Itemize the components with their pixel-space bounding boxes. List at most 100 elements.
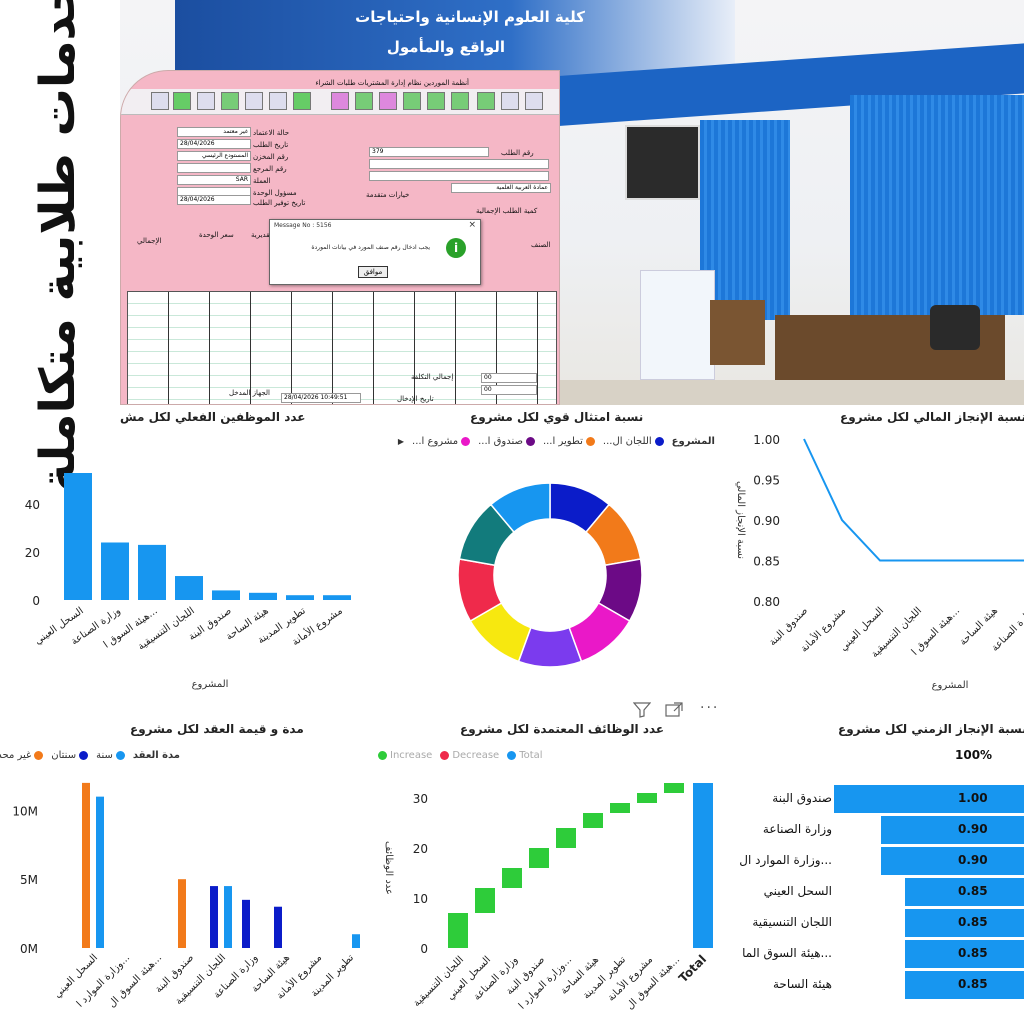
employees-y-tick: 0 — [32, 594, 40, 608]
grid-header-total: الإجمالي — [137, 237, 162, 245]
legend-item-1[interactable]: اللجان ال... — [603, 436, 664, 447]
status-label: حالة الاعتماد — [253, 129, 290, 137]
wall-screen — [625, 125, 700, 200]
app-menu[interactable]: أنظمة الموردين نظام إدارة المشتريات طلبا… — [315, 79, 469, 87]
contract-y-tick: 5M — [20, 873, 38, 887]
purchase-request-window: أنظمة الموردين نظام إدارة المشتريات طلبا… — [120, 70, 560, 405]
wall-banner: كلية العلوم الإنسانية واحتياجات الواقع و… — [175, 0, 735, 78]
legend-item-unspecified[interactable]: سنة — [96, 750, 125, 761]
currency-label: العملة — [253, 177, 271, 185]
mail-icon[interactable] — [221, 92, 239, 110]
contract-bar — [242, 899, 250, 948]
ref-field[interactable] — [177, 163, 251, 173]
columns-icon[interactable] — [269, 92, 287, 110]
employees-y-tick: 40 — [25, 498, 40, 512]
compliance-legend-title: المشروع — [671, 436, 715, 447]
search-icon[interactable] — [451, 92, 469, 110]
headline: خدمات طلابية متكاملة — [30, 0, 86, 492]
employees-bar — [138, 544, 166, 600]
legend-item-one-year[interactable]: غير محدد — [0, 750, 44, 761]
filter-icon[interactable] — [632, 702, 652, 722]
ok-button[interactable]: موافق — [358, 266, 388, 278]
more-options-icon[interactable]: ··· — [700, 700, 720, 716]
supply-date-field[interactable]: 28/04/2026 — [177, 195, 251, 205]
previous-icon[interactable] — [501, 92, 519, 110]
notes-field[interactable] — [369, 171, 549, 181]
value-a-field[interactable]: 00 — [481, 373, 537, 383]
store-field[interactable]: المستودع الرئيسي — [177, 151, 251, 161]
legend-item-two-years[interactable]: سنتان — [51, 750, 89, 761]
contract-bar — [274, 906, 282, 948]
save-icon[interactable] — [477, 92, 495, 110]
jobs-increase-bar — [475, 888, 495, 913]
request-date-field[interactable]: 28/04/2026 — [177, 139, 251, 149]
schedule-bar: 1.00 — [834, 785, 1024, 813]
schedule-category-label: ...هيئة السوق الما — [742, 946, 832, 960]
new-icon[interactable] — [427, 92, 445, 110]
office-chair — [930, 305, 980, 350]
status-field[interactable]: غير معتمد — [177, 127, 251, 137]
employees-y-tick: 20 — [25, 546, 40, 560]
stop-icon[interactable] — [173, 92, 191, 110]
refresh-icon[interactable] — [355, 92, 373, 110]
entry-date-label: تاريخ الإدخال — [397, 395, 434, 403]
focus-mode-icon[interactable] — [665, 702, 683, 722]
financial-y-tick: 0.80 — [753, 595, 780, 609]
employees-bar — [175, 576, 203, 600]
ref-label: رقم المرجع — [253, 165, 287, 173]
edit-icon[interactable] — [403, 92, 421, 110]
footer-total-label: إجمالي التكلفة — [411, 373, 454, 381]
items-grid[interactable] — [127, 291, 557, 404]
legend-item-total[interactable]: Total — [507, 750, 543, 761]
request-no-field[interactable]: 379 — [369, 147, 489, 157]
value-b-field[interactable]: 00 — [481, 385, 537, 395]
jobs-y-tick: 30 — [413, 792, 428, 806]
users-icon[interactable] — [331, 92, 349, 110]
grid-header-unit-price: سعر الوحدة — [199, 231, 234, 239]
financial-y-tick: 0.90 — [753, 514, 780, 528]
jobs-chart-title: عدد الوظائف المعتمدة لكل مشروع — [460, 722, 665, 736]
schedule-bar-label: 0.90 — [958, 853, 988, 867]
schedule-bar: 0.90 — [881, 847, 1024, 875]
legend-item-decrease[interactable]: Decrease — [440, 750, 499, 761]
request-no-label: رقم الطلب — [501, 149, 534, 157]
window-blind-left — [700, 120, 790, 320]
section-field[interactable]: عمادة العربية العلمية — [451, 183, 551, 193]
options-label[interactable]: خيارات متقدمة — [366, 191, 410, 199]
compliance-chart-title: نسبة امتثال قوي لكل مشروع — [470, 410, 644, 424]
first-icon[interactable] — [525, 92, 543, 110]
financial-y-tick: 1.00 — [753, 433, 780, 447]
contract-bar — [96, 796, 104, 948]
headline-strip: خدمات طلابية متكاملة — [0, 0, 118, 492]
legend-item-2[interactable]: تطوير ا... — [543, 436, 595, 447]
print-icon[interactable] — [197, 92, 215, 110]
currency-field[interactable]: SAR — [177, 175, 251, 185]
legend-item-3[interactable]: صندوق ا... — [478, 436, 535, 447]
financial-x-axis-title: المشروع — [932, 680, 969, 691]
legend-scroll-arrow-icon[interactable]: ▶ — [397, 437, 405, 446]
schedule-bar: 0.85 — [905, 940, 1024, 968]
chart-icon[interactable] — [245, 92, 263, 110]
lock-icon[interactable] — [151, 92, 169, 110]
contract-bar — [224, 886, 232, 948]
employees-chart-title: عدد الموظفين الفعلي لكل مش — [120, 410, 306, 424]
legend-item-4[interactable]: مشروع ا... — [412, 436, 471, 447]
contract-legend-title: مدة العقد — [132, 750, 180, 761]
schedule-category-label: ...وزارة الموارد ال — [739, 853, 832, 867]
quantity-label: كمية الطلب الإجمالية — [476, 207, 538, 215]
app-toolbar — [121, 89, 559, 115]
entry-date-field[interactable]: 28/04/2026 10:49:51 — [281, 393, 361, 403]
legend-item-increase[interactable]: Increase — [378, 750, 432, 761]
delete-icon[interactable] — [379, 92, 397, 110]
description-field[interactable] — [369, 159, 549, 169]
schedule-category-label: اللجان التنسيقية — [752, 915, 832, 929]
jobs-increase-bar — [556, 828, 576, 848]
grid-header-item: الصنف — [531, 241, 551, 249]
exit-icon[interactable] — [293, 92, 311, 110]
close-icon[interactable]: × — [468, 220, 476, 230]
message-dialog: Message No : 5156 × يجب ادخال رقم صنف ال… — [269, 219, 481, 285]
contract-bar — [210, 886, 218, 948]
schedule-bar-label: 0.90 — [958, 822, 988, 836]
